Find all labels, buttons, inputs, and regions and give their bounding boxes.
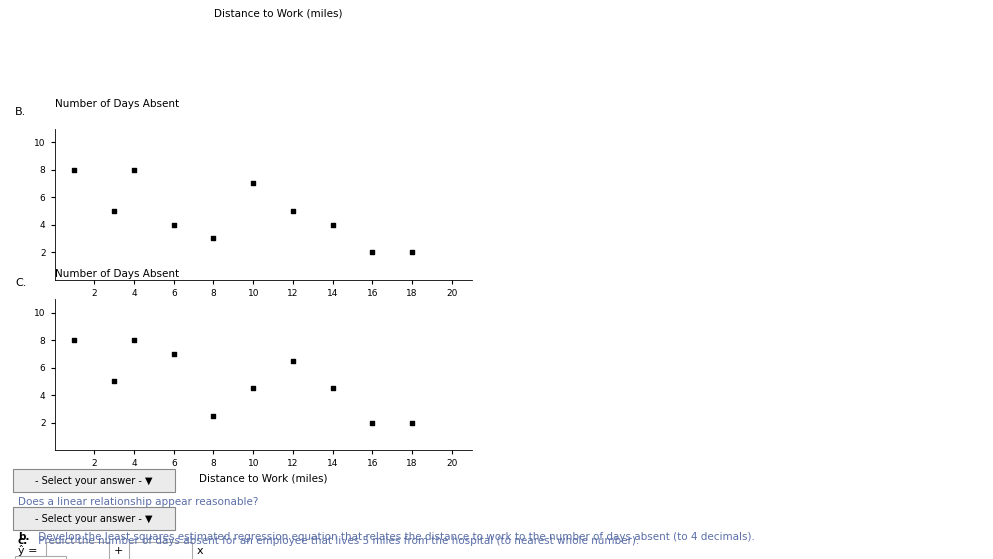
- FancyBboxPatch shape: [13, 507, 175, 530]
- Point: [364, 248, 380, 257]
- Point: [126, 165, 142, 174]
- FancyBboxPatch shape: [13, 469, 175, 492]
- Point: [206, 411, 221, 420]
- Point: [325, 220, 341, 229]
- Text: Does a linear relationship appear reasonable?: Does a linear relationship appear reason…: [18, 496, 258, 506]
- Point: [106, 206, 122, 215]
- FancyBboxPatch shape: [47, 542, 109, 559]
- Text: c.: c.: [18, 536, 28, 546]
- X-axis label: Distance to Work (miles): Distance to Work (miles): [199, 473, 328, 484]
- Text: ŷ =: ŷ =: [18, 546, 38, 556]
- Text: x: x: [197, 546, 204, 556]
- Point: [404, 418, 420, 427]
- Text: +: +: [114, 546, 123, 556]
- X-axis label: Distance to Work (miles): Distance to Work (miles): [199, 303, 328, 313]
- Text: Develop the least squares estimated regression equation that relates the distanc: Develop the least squares estimated regr…: [36, 532, 756, 542]
- Point: [364, 418, 380, 427]
- Point: [166, 349, 182, 358]
- Point: [67, 336, 82, 345]
- Point: [206, 234, 221, 243]
- Text: Number of Days Absent: Number of Days Absent: [55, 99, 179, 109]
- Text: - Select your answer - ▼: - Select your answer - ▼: [35, 514, 153, 524]
- Point: [166, 220, 182, 229]
- Point: [285, 356, 301, 365]
- Text: - Select your answer - ▼: - Select your answer - ▼: [35, 476, 153, 486]
- Point: [404, 248, 420, 257]
- FancyBboxPatch shape: [129, 542, 192, 559]
- Text: Distance to Work (miles): Distance to Work (miles): [213, 8, 343, 18]
- Point: [126, 336, 142, 345]
- Point: [285, 206, 301, 215]
- Text: Number of Days Absent: Number of Days Absent: [55, 269, 179, 280]
- Text: C.: C.: [15, 278, 26, 288]
- Text: B.: B.: [15, 107, 26, 117]
- Point: [106, 377, 122, 386]
- Point: [325, 384, 341, 393]
- Point: [245, 179, 261, 188]
- Text: Predict the number of days absent for an employee that lives 5 miles from the ho: Predict the number of days absent for an…: [36, 536, 639, 546]
- Text: b.: b.: [18, 532, 30, 542]
- FancyBboxPatch shape: [15, 556, 66, 559]
- Point: [67, 165, 82, 174]
- Point: [245, 384, 261, 393]
